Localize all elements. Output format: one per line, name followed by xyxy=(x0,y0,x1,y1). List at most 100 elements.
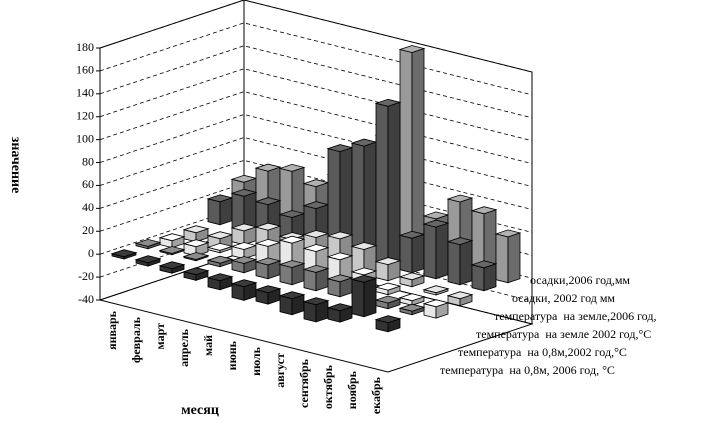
bar-top xyxy=(134,238,162,247)
bar xyxy=(254,257,282,280)
bar-top xyxy=(254,222,282,231)
bar-top xyxy=(398,293,426,302)
bar-side xyxy=(363,277,377,318)
y-tick-label: -40 xyxy=(78,292,94,306)
y-tick-label: 100 xyxy=(76,131,94,145)
x-tick-label: ноябрь xyxy=(345,370,359,409)
bar xyxy=(206,273,234,291)
bar-top xyxy=(158,261,186,270)
bar xyxy=(182,267,210,281)
bar xyxy=(302,297,330,323)
bar-top xyxy=(134,255,162,264)
bar xyxy=(374,257,402,282)
series-label: температура на 0,8м,2002 год,°C xyxy=(458,345,627,359)
bar-top xyxy=(254,257,282,266)
bar xyxy=(158,261,186,274)
bar xyxy=(326,274,354,298)
bar-top xyxy=(422,219,450,228)
bar xyxy=(182,225,210,243)
y-tick-label: 80 xyxy=(82,154,94,168)
bar-top xyxy=(278,260,306,268)
y-tick-label: -20 xyxy=(78,269,94,283)
bar-top xyxy=(398,45,426,53)
bar-top xyxy=(374,257,402,266)
bar-front xyxy=(495,233,509,284)
bar xyxy=(398,45,426,260)
bar-top xyxy=(350,267,378,276)
bar-top xyxy=(158,233,186,242)
series-label: осадки,2006 год,мм xyxy=(530,273,630,287)
bar xyxy=(206,194,234,226)
bar-top xyxy=(374,98,402,107)
y-tick-label: 60 xyxy=(82,177,94,191)
bar-top xyxy=(158,246,186,254)
bar-side xyxy=(507,232,521,284)
bar-front xyxy=(303,301,317,323)
bar-top xyxy=(422,285,450,294)
bar xyxy=(422,299,450,319)
bar-top xyxy=(494,229,522,238)
x-tick-label: март xyxy=(153,323,167,350)
x-tick-label: июль xyxy=(249,346,263,376)
bar xyxy=(350,242,378,276)
bar xyxy=(206,255,234,268)
bar-top xyxy=(182,225,210,234)
bar xyxy=(326,303,354,323)
bar-top xyxy=(446,237,474,246)
bar-top xyxy=(302,264,330,273)
bar-top xyxy=(230,279,258,288)
bar-top xyxy=(206,273,234,282)
bar-top xyxy=(254,285,282,294)
bar xyxy=(374,315,402,333)
x-tick-label: май xyxy=(201,335,215,356)
bar-top xyxy=(206,255,234,264)
bar-top xyxy=(470,206,498,215)
x-tick-label: екабрь xyxy=(369,376,383,414)
grid-line xyxy=(99,205,533,279)
grid-line xyxy=(99,45,533,119)
bar-front xyxy=(447,241,461,286)
grid-line xyxy=(99,182,533,256)
bar-top xyxy=(350,242,378,250)
bar xyxy=(278,260,306,286)
grid-line xyxy=(99,22,533,96)
y-tick-label: 0 xyxy=(88,246,94,260)
bar-top xyxy=(278,291,306,300)
bar-side xyxy=(411,47,425,260)
bar-top xyxy=(350,274,378,283)
bar xyxy=(494,229,522,284)
bar-side xyxy=(387,101,401,268)
bar-top xyxy=(422,299,450,308)
bar-top xyxy=(182,252,210,260)
bar-top xyxy=(182,239,210,248)
bar xyxy=(398,303,426,316)
bar-top xyxy=(254,163,282,172)
grid-line xyxy=(99,114,533,187)
bar-side xyxy=(219,197,233,226)
bar-top xyxy=(326,231,354,240)
bar xyxy=(230,256,258,274)
bar xyxy=(134,255,162,267)
x-tick-label: февраль xyxy=(129,316,143,363)
bar-top xyxy=(302,230,330,238)
bar-top xyxy=(230,256,258,264)
bar xyxy=(182,239,210,257)
grid-line xyxy=(99,159,533,233)
bar xyxy=(230,188,258,232)
bar-front xyxy=(471,264,485,292)
bar xyxy=(278,291,306,316)
x-tick-label: апрель xyxy=(177,328,191,366)
bar-top xyxy=(374,315,402,324)
bar xyxy=(446,291,474,307)
bar xyxy=(446,237,474,286)
y-tick-label: 160 xyxy=(76,63,94,77)
grid-line xyxy=(99,251,533,325)
x-tick-label: сентябрь xyxy=(297,358,311,408)
bar-top xyxy=(398,303,426,312)
bar-top xyxy=(446,194,474,203)
x-tick-label: июнь xyxy=(225,340,239,370)
x-tick-label: октябрь xyxy=(321,364,335,409)
bar-top xyxy=(470,260,498,269)
bar xyxy=(422,219,450,280)
